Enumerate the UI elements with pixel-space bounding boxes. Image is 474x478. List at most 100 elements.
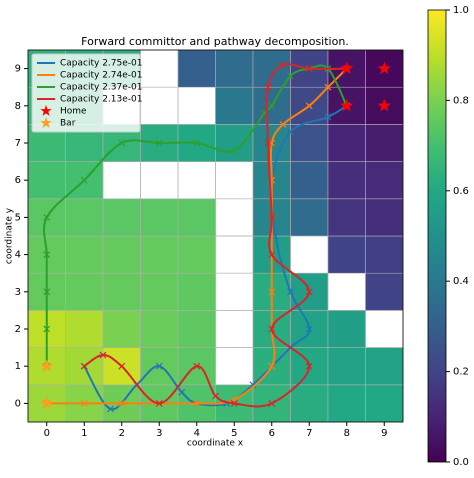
pathway-marker [287, 128, 294, 136]
heat-cell [102, 198, 141, 237]
pathway-marker [43, 325, 51, 333]
heat-cell [327, 161, 366, 200]
x-tick-label: 2 [119, 428, 125, 439]
colorbar-tick-label: 0.6 [453, 186, 469, 197]
pathway-marker [193, 139, 201, 147]
heat-cell [327, 384, 366, 423]
heat-cell [290, 198, 329, 237]
heat-cell [365, 198, 404, 237]
pathway-marker [249, 381, 257, 389]
x-tick-label: 5 [231, 428, 237, 439]
heat-cell [365, 384, 404, 423]
heat-cell [365, 86, 404, 125]
legend-label: Capacity 2.74e-01 [60, 71, 142, 81]
heat-cell [327, 198, 366, 237]
heat-cell [177, 310, 216, 348]
star-marker [340, 61, 354, 75]
x-tick-label: 1 [81, 428, 87, 439]
y-tick-label: 9 [15, 64, 21, 75]
pathway-marker [118, 399, 126, 407]
heat-cell [65, 310, 104, 348]
pathway-marker [268, 399, 276, 407]
y-axis-label: coordinate y [5, 207, 15, 264]
colorbar-tick-label: 0.4 [453, 276, 469, 287]
heat-cell [140, 235, 179, 274]
heat-cell [177, 272, 216, 311]
star-marker [377, 61, 391, 75]
heat-cell [252, 49, 291, 88]
legend-label: Capacity 2.75e-01 [60, 59, 142, 69]
heat-cell [365, 124, 404, 162]
colorbar [427, 9, 447, 463]
heat-cell [140, 310, 179, 348]
heat-cell [365, 272, 404, 311]
legend-swatch [40, 105, 52, 116]
chart-title: Forward committor and pathway decomposit… [81, 35, 349, 48]
pathway-marker [305, 362, 313, 370]
heat-cell [327, 124, 366, 162]
pathway-marker [118, 362, 126, 370]
x-tick-label: 7 [306, 428, 312, 439]
pathway-marker [324, 113, 332, 121]
pathway-marker [264, 83, 272, 91]
star-marker [377, 98, 391, 112]
heat-cell [177, 198, 216, 237]
y-tick-label: 6 [15, 175, 21, 186]
pathway-marker [264, 139, 272, 147]
heat-cell [102, 272, 141, 311]
pathway-marker [324, 83, 332, 91]
y-tick-label: 2 [15, 324, 21, 335]
pathway-marker [212, 392, 219, 400]
heat-cell [327, 310, 366, 348]
x-tick-label: 8 [344, 428, 350, 439]
colorbar-tick-label: 1.0 [453, 5, 469, 16]
pathway-marker [230, 147, 238, 154]
x-tick-label: 0 [44, 428, 50, 439]
pathway-marker [178, 388, 186, 396]
y-tick-label: 3 [15, 287, 21, 298]
pathway-marker [305, 102, 313, 110]
pathway-marker [268, 288, 276, 296]
heat-cell [140, 198, 179, 237]
pathway-marker [43, 213, 51, 221]
colorbar-tick-label: 0.2 [453, 367, 469, 378]
heat-cell [65, 272, 104, 311]
heat-cell [177, 235, 216, 274]
legend-box [31, 53, 141, 133]
heat-cell [215, 86, 254, 125]
y-tick-label: 8 [15, 101, 21, 112]
heat-cell [290, 384, 329, 423]
heat-cell [327, 235, 366, 274]
pathway-marker [80, 399, 88, 407]
pathway-marker [272, 232, 279, 240]
pathway-marker [268, 325, 276, 333]
y-tick-label: 4 [15, 250, 21, 261]
pathway-marker [279, 120, 287, 128]
pathway-marker [287, 288, 294, 296]
colorbar-tick-label: 0.0 [453, 457, 469, 468]
heat-cell [215, 49, 254, 88]
plot-frame [27, 49, 404, 423]
x-tick-label: 4 [194, 428, 200, 439]
heat-cell [215, 124, 254, 162]
heat-cell [327, 347, 366, 386]
star-marker [40, 396, 54, 410]
pathway-marker [305, 288, 313, 296]
colorbar-tick-label: 0.8 [453, 95, 469, 106]
heat-cell [365, 235, 404, 274]
heat-cell [365, 161, 404, 200]
heat-cell [140, 272, 179, 311]
pathway-marker [305, 325, 313, 333]
pathway-marker [43, 288, 51, 296]
pathway-marker [99, 351, 107, 359]
heat-cell [65, 235, 104, 274]
pathway-marker [80, 176, 88, 184]
y-tick-label: 5 [15, 212, 21, 223]
heat-cell [177, 49, 216, 88]
legend-label: Capacity 2.37e-01 [60, 83, 142, 93]
legend-label: Capacity 2.13e-01 [60, 95, 142, 105]
star-marker [340, 98, 354, 112]
pathway-marker [268, 362, 276, 370]
